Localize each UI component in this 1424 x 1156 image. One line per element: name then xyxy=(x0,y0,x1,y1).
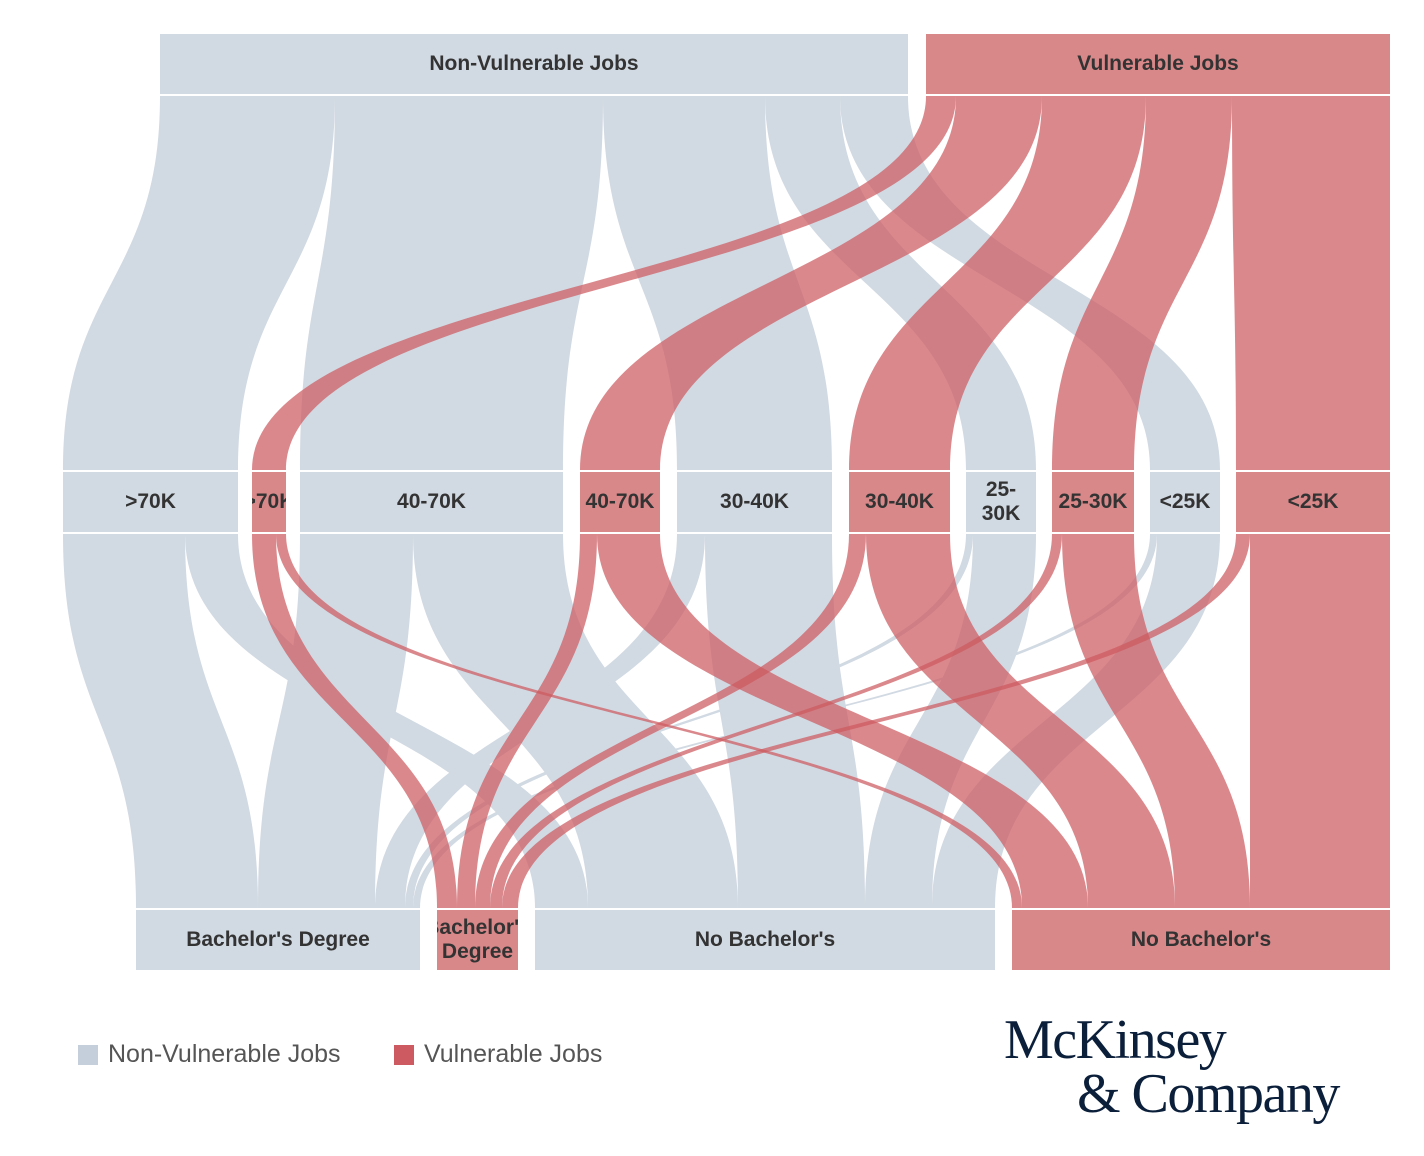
flow-band xyxy=(1052,96,1232,470)
flow-band xyxy=(413,534,1157,908)
flow-band xyxy=(597,534,1088,908)
flow-band xyxy=(405,534,973,908)
legend-label: Vulnerable Jobs xyxy=(424,1040,603,1068)
top-node: Non-Vulnerable Jobs xyxy=(160,34,908,94)
flow-band xyxy=(258,534,413,908)
legend-label: Non-Vulnerable Jobs xyxy=(108,1040,341,1068)
logo-line: McKinsey xyxy=(1004,1009,1227,1071)
flow-band xyxy=(63,96,335,470)
middle-node: >70K xyxy=(252,472,286,532)
flow-band xyxy=(276,534,1022,908)
flow-band xyxy=(1232,96,1390,470)
flow-band xyxy=(490,534,1062,908)
legend-swatch xyxy=(394,1044,414,1065)
bottom-node: Bachelor's Degree xyxy=(437,910,518,970)
flow-band xyxy=(300,96,603,470)
flow-layer xyxy=(63,96,1390,908)
legend-item: Vulnerable Jobs xyxy=(394,1040,602,1069)
flow-band xyxy=(252,96,956,470)
middle-node: 25-30K xyxy=(966,472,1036,532)
middle-node: 25-30K xyxy=(1052,472,1134,532)
flow-band xyxy=(413,534,738,908)
middle-node: 30-40K xyxy=(849,472,950,532)
middle-node: <25K xyxy=(1236,472,1390,532)
flow-band xyxy=(1250,534,1390,908)
middle-node: <25K xyxy=(1150,472,1220,532)
top-node: Vulnerable Jobs xyxy=(926,34,1390,94)
flow-band xyxy=(252,534,457,908)
flow-band xyxy=(603,96,832,470)
legend-item: Non-Vulnerable Jobs xyxy=(78,1040,341,1069)
logo-line: & Company xyxy=(1077,1063,1340,1125)
middle-node: 30-40K xyxy=(677,472,832,532)
flow-band xyxy=(866,534,1175,908)
flow-band xyxy=(457,534,597,908)
middle-node: 40-70K xyxy=(580,472,660,532)
bottom-node: No Bachelor's xyxy=(1012,910,1390,970)
flow-band xyxy=(849,96,1146,470)
bottom-node: No Bachelor's xyxy=(535,910,995,970)
flow-band xyxy=(475,534,866,908)
bottom-node: Bachelor's Degree xyxy=(136,910,420,970)
flow-band xyxy=(1062,534,1250,908)
flow-band xyxy=(63,534,258,908)
middle-node: >70K xyxy=(63,472,238,532)
flow-band xyxy=(375,534,705,908)
legend-swatch xyxy=(78,1044,98,1065)
flow-band xyxy=(502,534,1250,908)
middle-node: 40-70K xyxy=(300,472,563,532)
flow-band xyxy=(580,96,1042,470)
